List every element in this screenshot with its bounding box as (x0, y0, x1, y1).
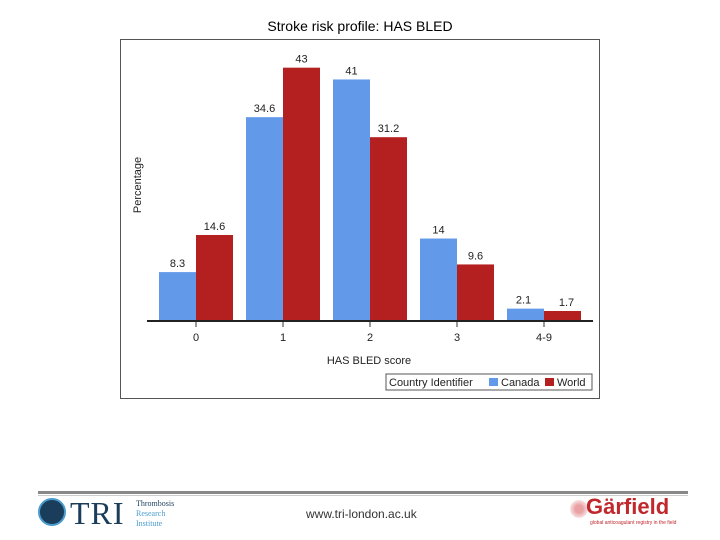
data-label-canada-1: 34.6 (254, 103, 275, 115)
data-label-world-0: 14.6 (204, 221, 225, 233)
garfield-dots-icon (570, 500, 588, 518)
x-tick-label-0: 0 (193, 332, 199, 344)
garfield-logo: Gärfield global anticoagulant registry i… (570, 494, 690, 530)
bar-world-4-9 (544, 310, 581, 321)
legend-swatch-canada (489, 378, 498, 386)
tri-sub-line-2: Research (136, 509, 166, 518)
bar-world-2 (370, 137, 407, 321)
bar-chart: 8.3 14.6 0 34.6 43 1 41 31.2 2 14 9.6 3 2.1 1.7 4-9 HAS… (132, 54, 593, 391)
x-tick-label-2: 2 (367, 332, 373, 344)
data-label-canada-3: 14 (432, 225, 444, 237)
garfield-logo-text: Gärfield (586, 494, 670, 519)
footer-divider (38, 491, 688, 494)
bar-world-0 (196, 234, 233, 321)
bar-world-1 (283, 67, 320, 321)
data-label-canada-4-9: 2.1 (516, 295, 531, 307)
bar-canada-3 (420, 238, 457, 321)
x-axis-label: HAS BLED score (327, 355, 411, 367)
data-label-world-2: 31.2 (378, 123, 399, 135)
x-tick-label-4-9: 4-9 (536, 332, 552, 344)
chart-frame: 8.3 14.6 0 34.6 43 1 41 31.2 2 14 9.6 3 2.1 1.7 4-9 HAS… (120, 39, 600, 399)
data-label-world-3: 9.6 (468, 250, 483, 262)
legend-label-canada: Canada (501, 377, 540, 389)
tri-logo: TRI Thrombosis Research Institute (38, 495, 188, 531)
tri-logo-subtitle: Thrombosis Research Institute (136, 499, 174, 529)
footer-divider-thin (38, 495, 688, 496)
bar-canada-4-9 (507, 308, 544, 321)
garfield-tagline: global anticoagulant registry in the fie… (590, 520, 677, 526)
x-tick-label-1: 1 (280, 332, 286, 344)
bar-canada-2 (333, 79, 370, 322)
bar-canada-1 (246, 117, 283, 322)
x-tick-label-3: 3 (454, 332, 460, 344)
data-label-world-4-9: 1.7 (559, 297, 574, 309)
tri-logo-text: TRI (70, 495, 125, 531)
data-label-canada-0: 8.3 (170, 258, 185, 270)
tri-sub-line-1: Thrombosis (136, 499, 175, 508)
data-label-canada-2: 41 (345, 65, 357, 77)
tri-globe-icon (38, 498, 66, 526)
legend-swatch-world (545, 378, 554, 386)
bar-world-3 (457, 264, 494, 321)
y-axis-label: Percentage (132, 157, 144, 213)
footer-url: www.tri-london.ac.uk (306, 507, 417, 521)
legend-label-world: World (557, 377, 586, 389)
tri-sub-line-3: Institute (136, 519, 163, 528)
bar-canada-0 (159, 272, 196, 321)
chart-title: Stroke risk profile: HAS BLED (267, 18, 453, 34)
data-label-world-1: 43 (295, 54, 307, 66)
legend-title: Country Identifier (389, 377, 473, 389)
